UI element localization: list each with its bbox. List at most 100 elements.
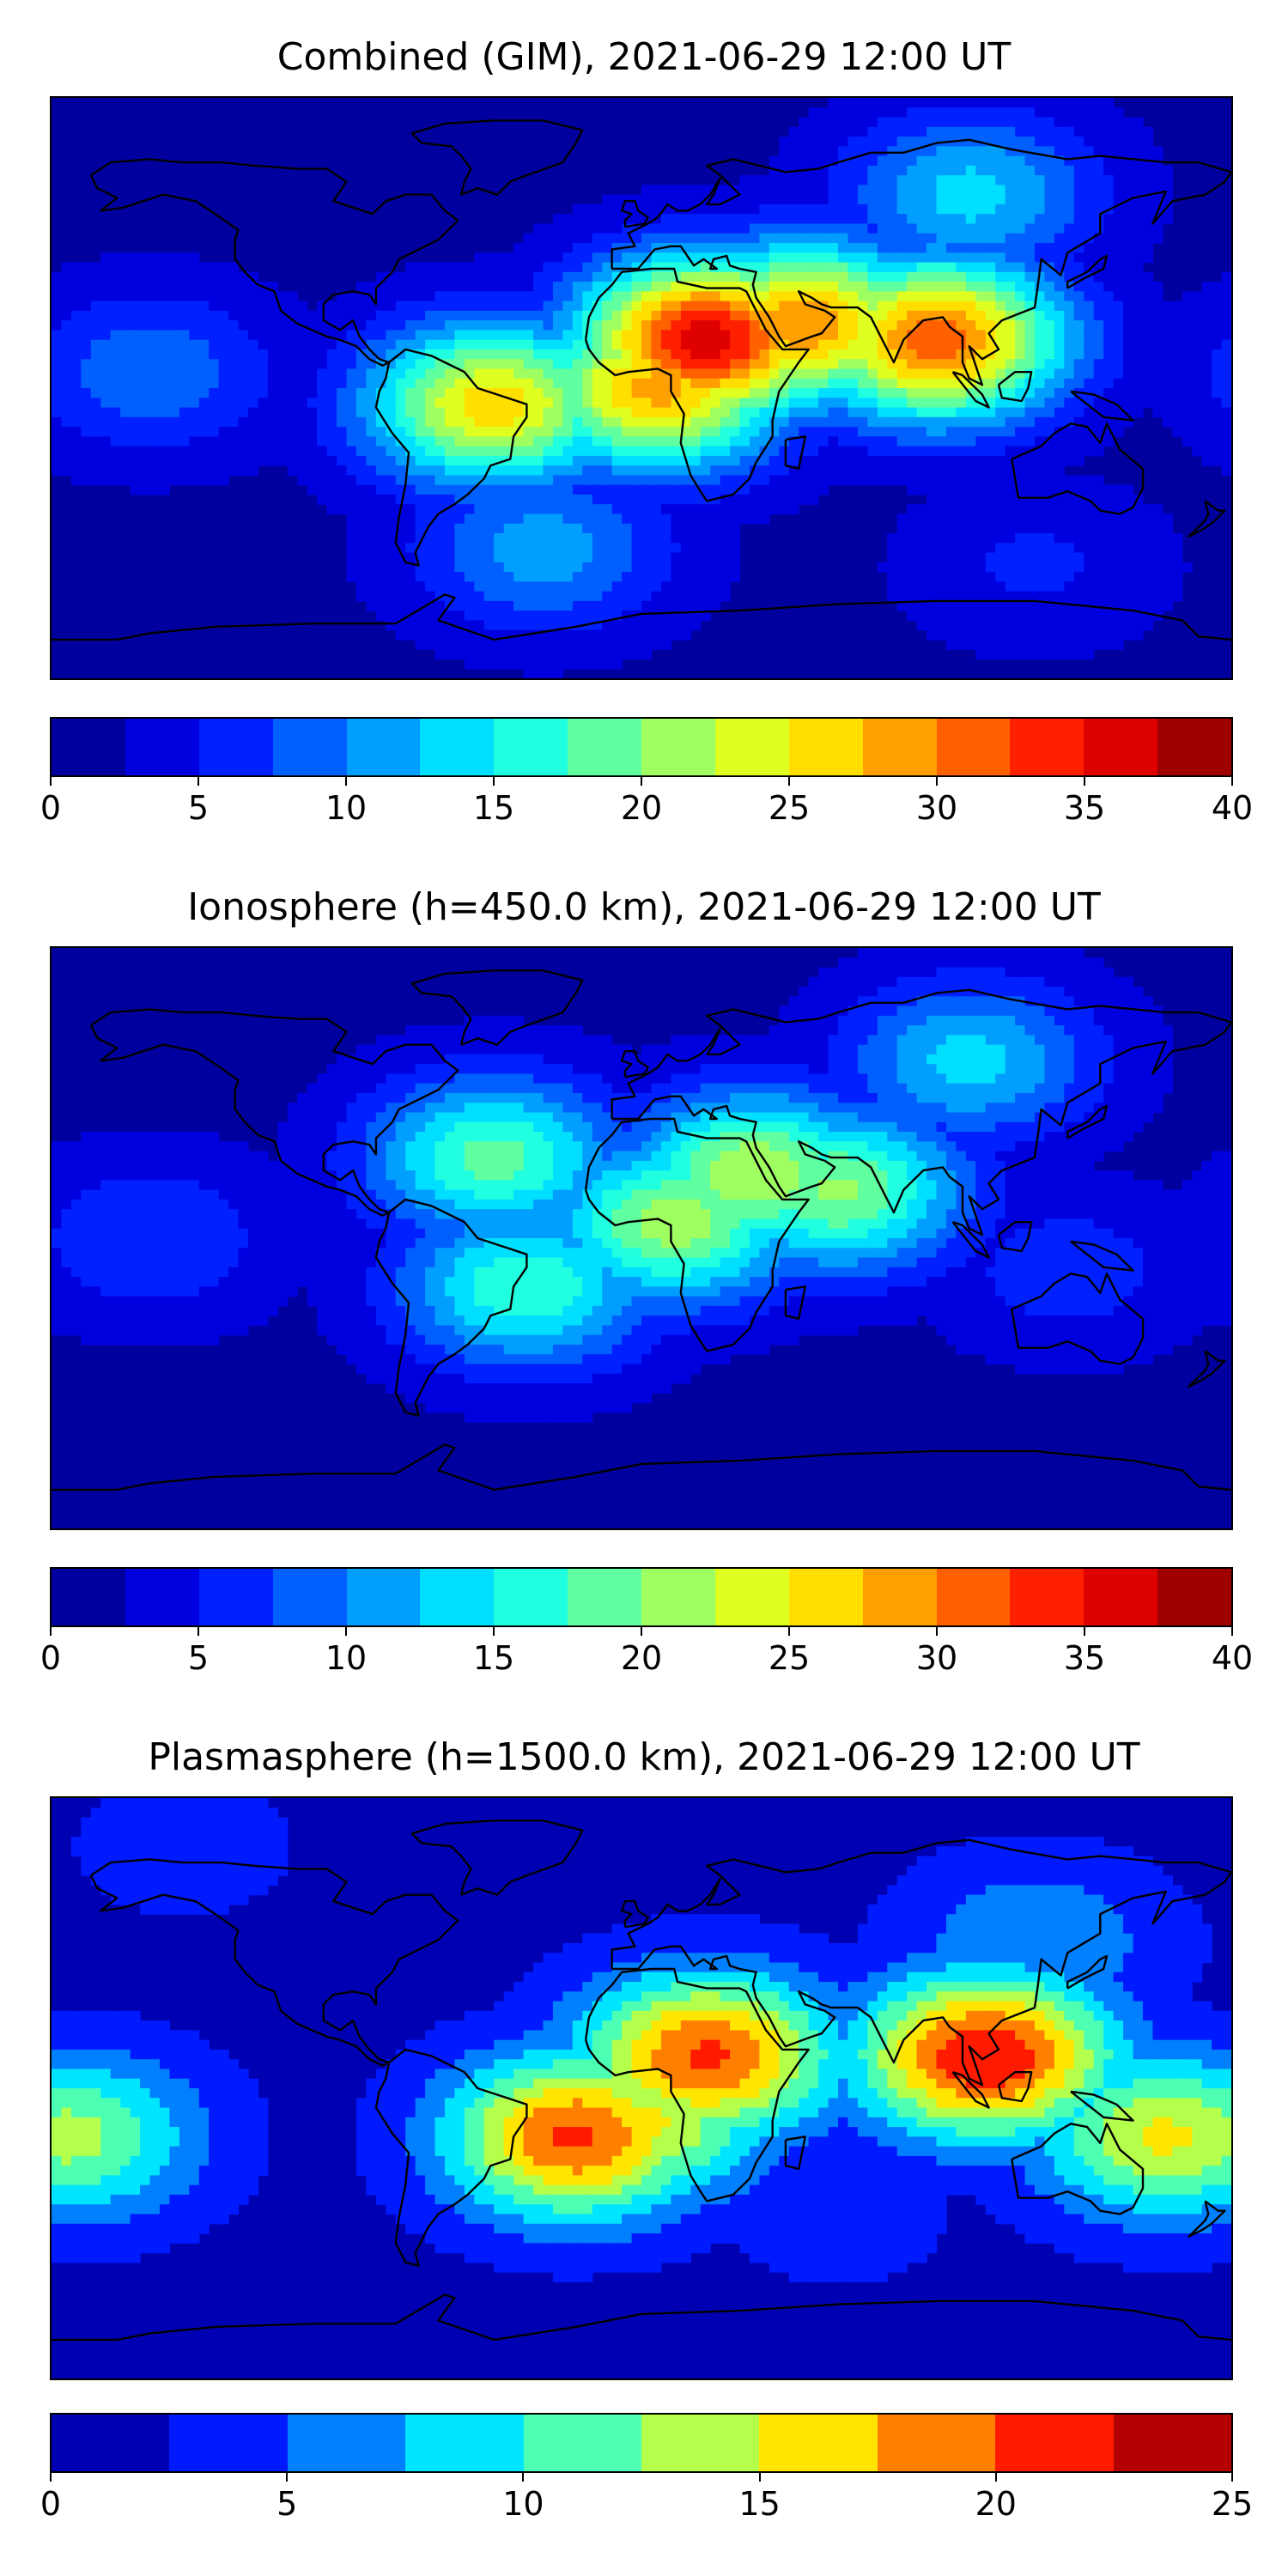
coastline-newGuinea (1070, 1240, 1134, 1272)
colorbar-tick (788, 777, 790, 786)
coastline-newZealand (1188, 2200, 1226, 2238)
coastline-japan (1066, 1104, 1109, 1139)
combined-tec-map (50, 96, 1233, 680)
ionosphere-colorbar (50, 1567, 1233, 1627)
ionosphere-tec-map (50, 946, 1233, 1530)
colorbar-tick-label: 20 (620, 1639, 663, 1677)
colorbar-swatch (714, 1569, 789, 1625)
coastline-britain (620, 1899, 649, 1929)
coastline-africa (584, 1117, 810, 1352)
colorbar-swatch (1157, 1569, 1231, 1625)
colorbar-swatch (169, 2415, 288, 2471)
colorbar-swatch (420, 1569, 495, 1625)
colorbar-swatch (346, 719, 421, 775)
coastline-antarctica (52, 1443, 1231, 1492)
colorbar-tick (1084, 1627, 1085, 1636)
coastline-newZealand (1188, 500, 1226, 538)
colorbar-swatch (788, 1569, 863, 1625)
colorbar-swatch (641, 1569, 715, 1625)
coastlines (52, 1820, 1231, 2342)
colorbar-swatch (287, 2415, 406, 2471)
colorbar-tick (994, 2473, 997, 2482)
colorbar-swatch (272, 719, 347, 775)
coastline-madagascar (784, 2136, 806, 2171)
coastline-southAmerica (374, 1198, 528, 1417)
colorbar-swatch (272, 1569, 347, 1625)
colorbar-swatch (936, 1569, 1011, 1625)
colorbar-tick-label: 20 (975, 2485, 1017, 2523)
ionosphere-colorbar-ticks: 0 5 10 15 20 25 30 35 40 (40, 1627, 1253, 1679)
colorbar-tick-label: 0 (39, 789, 62, 827)
colorbar-tick (522, 2473, 525, 2482)
combined-map-title: Combined (GIM), 2021-06-29 12:00 UT (276, 35, 1012, 79)
colorbar-swatch (125, 719, 199, 775)
colorbar-tick (788, 1627, 790, 1636)
colorbar-swatch (1084, 719, 1158, 775)
colorbar-tick-label: 40 (1211, 789, 1254, 827)
colorbar-tick-label: 30 (915, 1639, 958, 1677)
colorbar-tick (1231, 1627, 1233, 1636)
coastline-madagascar (784, 435, 806, 471)
plasmasphere-colorbar-ticks: 0 5 10 15 20 25 (40, 2473, 1253, 2524)
coastline-sumatra (951, 1221, 990, 1259)
colorbar-tick-label: 5 (187, 789, 210, 827)
colorbar-swatch (877, 2415, 996, 2471)
colorbar-swatch (405, 2415, 524, 2471)
colorbar-tick (50, 777, 52, 786)
colorbar-tick (1084, 777, 1085, 786)
coastline-borneo (997, 1221, 1033, 1253)
coastline-sumatra (951, 2071, 990, 2109)
colorbar-tick-label: 10 (325, 1639, 368, 1677)
colorbar-swatch (52, 2415, 170, 2471)
colorbar-swatch (862, 1569, 937, 1625)
colorbar-tick (936, 1627, 938, 1636)
colorbar-swatch (420, 719, 495, 775)
tec-field (52, 98, 1231, 678)
plasmasphere-map-title: Plasmasphere (h=1500.0 km), 2021-06-29 1… (148, 1735, 1140, 1779)
colorbar-tick-label: 25 (768, 1639, 811, 1677)
colorbar-swatch (125, 1569, 199, 1625)
colorbar-tick (345, 777, 347, 786)
colorbar-tick (758, 2473, 761, 2482)
colorbar-tick-label: 0 (39, 1639, 62, 1677)
colorbar-swatch (52, 719, 125, 775)
combined-colorbar (50, 717, 1233, 777)
plasmasphere-colorbar (50, 2413, 1233, 2473)
plasmasphere-tec-map (50, 1796, 1233, 2380)
colorbar-tick (493, 1627, 495, 1636)
colorbar-tick (286, 2473, 289, 2482)
coastline-japan (1066, 1954, 1109, 1990)
coastline-antarctica (52, 593, 1231, 641)
colorbar-tick (197, 1627, 199, 1636)
colorbar-swatch (995, 2415, 1114, 2471)
colorbar-tick (1231, 777, 1233, 786)
colorbar-swatch (1113, 2415, 1232, 2471)
coastline-britain (620, 1049, 649, 1078)
colorbar-tick (936, 777, 938, 786)
colorbar-swatch (641, 719, 715, 775)
tec-field (52, 948, 1231, 1423)
coastline-newGuinea (1070, 2090, 1134, 2122)
colorbar-tick (641, 1627, 642, 1636)
tec-field (52, 1798, 1231, 2282)
coastline-antarctica (52, 2293, 1231, 2342)
colorbar-tick-label: 35 (1063, 1639, 1106, 1677)
colorbar-swatch (641, 2415, 760, 2471)
coastline-japan (1066, 254, 1109, 289)
colorbar-swatch (523, 2415, 642, 2471)
coastline-greenland (410, 1820, 584, 1896)
coastline-southAmerica (374, 2048, 528, 2267)
coastline-newGuinea (1070, 390, 1134, 422)
colorbar-swatch (52, 1569, 125, 1625)
coastline-sumatra (951, 371, 990, 409)
coastline-eurasia (611, 138, 1231, 386)
colorbar-tick (493, 777, 495, 786)
coastline-borneo (997, 371, 1033, 403)
coastline-borneo (997, 2071, 1033, 2103)
colorbar-tick-label: 35 (1063, 789, 1106, 827)
colorbar-tick-label: 15 (472, 1639, 515, 1677)
colorbar-swatch (862, 719, 937, 775)
colorbar-tick-label: 15 (472, 789, 515, 827)
colorbar-tick-label: 40 (1211, 1639, 1254, 1677)
coastline-australia (1011, 422, 1145, 515)
